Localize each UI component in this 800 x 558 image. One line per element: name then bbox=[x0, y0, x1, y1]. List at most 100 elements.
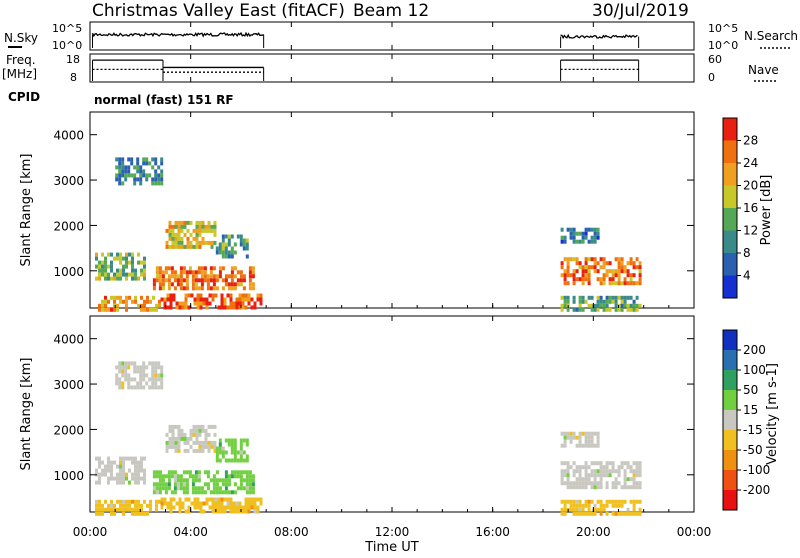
noise-left-tick-top: 10^5 bbox=[52, 22, 82, 35]
velocity-echo-cell bbox=[195, 436, 199, 441]
colorbar-swatch bbox=[723, 430, 737, 451]
velocity-echo-cell bbox=[623, 469, 627, 474]
velocity-echo-cell bbox=[133, 365, 137, 370]
power-echo-cell bbox=[160, 157, 164, 162]
velocity-echo-cell bbox=[196, 501, 200, 506]
velocity-echo-cell bbox=[236, 474, 240, 479]
velocity-echo-cell bbox=[213, 444, 217, 449]
velocity-echo-cell bbox=[229, 505, 233, 510]
velocity-echo-cell bbox=[128, 468, 131, 473]
velocity-echo-cell bbox=[584, 461, 588, 466]
velocity-echo-cell bbox=[157, 377, 161, 382]
power-echo-cell bbox=[113, 272, 116, 277]
velocity-echo-cell bbox=[191, 478, 195, 483]
velocity-echo-cell bbox=[605, 465, 609, 470]
power-echo-cell bbox=[209, 278, 213, 283]
power-echo-cell bbox=[239, 238, 243, 243]
velocity-echo-cell bbox=[134, 480, 137, 485]
velocity-echo-cell bbox=[605, 461, 609, 466]
power-echo-cell bbox=[560, 307, 564, 312]
velocity-echo-cell bbox=[635, 465, 639, 470]
velocity-echo-cell bbox=[259, 501, 263, 506]
power-echo-cell bbox=[155, 274, 159, 279]
power-echo-cell bbox=[98, 276, 101, 281]
power-echo-cell bbox=[241, 301, 245, 306]
velocity-echo-cell bbox=[560, 499, 564, 504]
velocity-echo-cell bbox=[593, 477, 597, 482]
velocity-echo-cell bbox=[578, 503, 582, 508]
velocity-echo-cell bbox=[173, 470, 177, 475]
power-echo-cell bbox=[563, 295, 567, 300]
velocity-echo-cell bbox=[101, 511, 104, 516]
velocity-echo-cell bbox=[248, 470, 252, 475]
velocity-echo-cell bbox=[195, 432, 199, 437]
power-echo-cell bbox=[566, 227, 570, 232]
power-echo-cell bbox=[572, 257, 576, 262]
power-echo-cell bbox=[170, 274, 174, 279]
velocity-echo-cell bbox=[209, 490, 213, 495]
velocity-echo-cell bbox=[110, 503, 113, 508]
power-echo-cell bbox=[175, 305, 179, 310]
velocity-echo-cell bbox=[614, 481, 618, 486]
velocity-echo-cell bbox=[206, 470, 210, 475]
power-echo-cell bbox=[166, 305, 170, 310]
velocity-echo-cell bbox=[127, 377, 131, 382]
velocity-echo-cell bbox=[113, 476, 116, 481]
power-echo-cell bbox=[245, 242, 249, 247]
velocity-echo-cell bbox=[194, 490, 198, 495]
power-echo-cell bbox=[250, 305, 254, 310]
velocity-echo-cell bbox=[217, 497, 221, 502]
power-echo-cell bbox=[227, 242, 231, 247]
velocity-echo-cell bbox=[207, 444, 211, 449]
power-echo-cell bbox=[143, 303, 146, 308]
velocity-echo-cell bbox=[638, 473, 642, 478]
power-echo-cell bbox=[596, 295, 600, 300]
velocity-echo-cell bbox=[233, 474, 237, 479]
power-echo-cell bbox=[119, 276, 122, 281]
power-echo-cell bbox=[186, 240, 190, 245]
velocity-echo-cell bbox=[107, 507, 110, 512]
velocity-echo-cell bbox=[256, 505, 260, 510]
x-axis-label: Time UT bbox=[364, 540, 418, 554]
velocity-echo-cell bbox=[151, 365, 155, 370]
power-echo-cell bbox=[224, 246, 228, 251]
velocity-echo-cell bbox=[635, 481, 639, 486]
power-echo-cell bbox=[194, 274, 198, 279]
velocity-echo-cell bbox=[623, 477, 627, 482]
power-echo-cell bbox=[584, 269, 588, 274]
power-echo-cell bbox=[572, 227, 576, 232]
velocity-echo-cell bbox=[242, 458, 246, 463]
power-echo-cell bbox=[207, 240, 211, 245]
velocity-echo-cell bbox=[115, 373, 119, 378]
power-echo-cell bbox=[191, 286, 195, 291]
velocity-echo-cell bbox=[563, 469, 567, 474]
power-echo-cell bbox=[247, 301, 251, 306]
velocity-echo-cell bbox=[158, 474, 162, 479]
power-echo-cell bbox=[203, 270, 207, 275]
velocity-echo-cell bbox=[157, 385, 161, 390]
freq-unit-label: [MHz] bbox=[2, 67, 37, 81]
velocity-echo-cell bbox=[617, 469, 621, 474]
power-echo-cell bbox=[572, 281, 576, 286]
power-echo-cell bbox=[626, 261, 630, 266]
power-echo-cell bbox=[113, 303, 116, 308]
velocity-echo-cell bbox=[581, 431, 585, 436]
power-echo-cell bbox=[205, 301, 209, 306]
velocity-echo-cell bbox=[98, 499, 101, 504]
velocity-echo-cell bbox=[176, 478, 180, 483]
power-echo-cell bbox=[131, 276, 134, 281]
velocity-echo-cell bbox=[596, 485, 600, 490]
power-echo-cell bbox=[593, 239, 597, 244]
power-echo-cell bbox=[158, 303, 161, 308]
velocity-echo-cell bbox=[218, 438, 222, 443]
velocity-echo-cell bbox=[174, 444, 178, 449]
nave-label: Nave bbox=[748, 63, 779, 77]
velocity-echo-cell bbox=[596, 499, 600, 504]
velocity-echo-cell bbox=[195, 440, 199, 445]
noise-sky-trace bbox=[560, 33, 638, 40]
velocity-echo-cell bbox=[213, 424, 217, 429]
velocity-echo-cell bbox=[107, 503, 110, 508]
power-echo-cell bbox=[602, 281, 606, 286]
velocity-echo-cell bbox=[245, 482, 249, 487]
velocity-echo-cell bbox=[584, 473, 588, 478]
